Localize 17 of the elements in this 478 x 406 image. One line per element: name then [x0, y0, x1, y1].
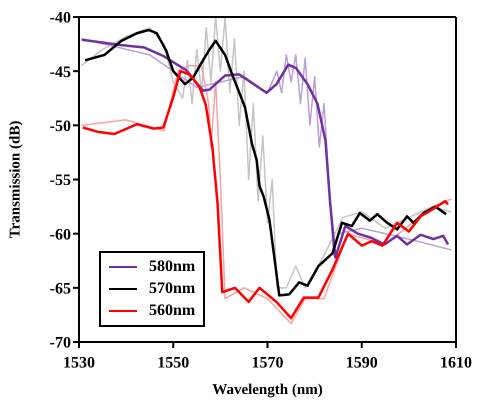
y-tick-label: -60: [50, 226, 71, 244]
y-tick-label: -70: [50, 334, 71, 352]
y-tick-label: -45: [50, 64, 71, 81]
legend-label: 560nm: [149, 302, 196, 320]
x-tick-label: 1570: [252, 354, 284, 372]
x-axis-title: Wavelength (nm): [212, 382, 323, 398]
x-tick-label: 1590: [346, 354, 378, 372]
x-tick-label: 1530: [63, 354, 95, 372]
x-tick-label: 1550: [157, 354, 190, 372]
y-tick-label: -50: [50, 118, 71, 136]
y-tick-label: -40: [50, 10, 71, 27]
y-tick-label: -55: [50, 172, 71, 190]
y-tick-label: -65: [50, 280, 71, 298]
legend-label: 580nm: [149, 258, 196, 276]
y-axis-title: Transmission (dB): [7, 120, 24, 238]
legend-label: 570nm: [149, 280, 196, 298]
x-tick-label: 1610: [440, 354, 472, 372]
